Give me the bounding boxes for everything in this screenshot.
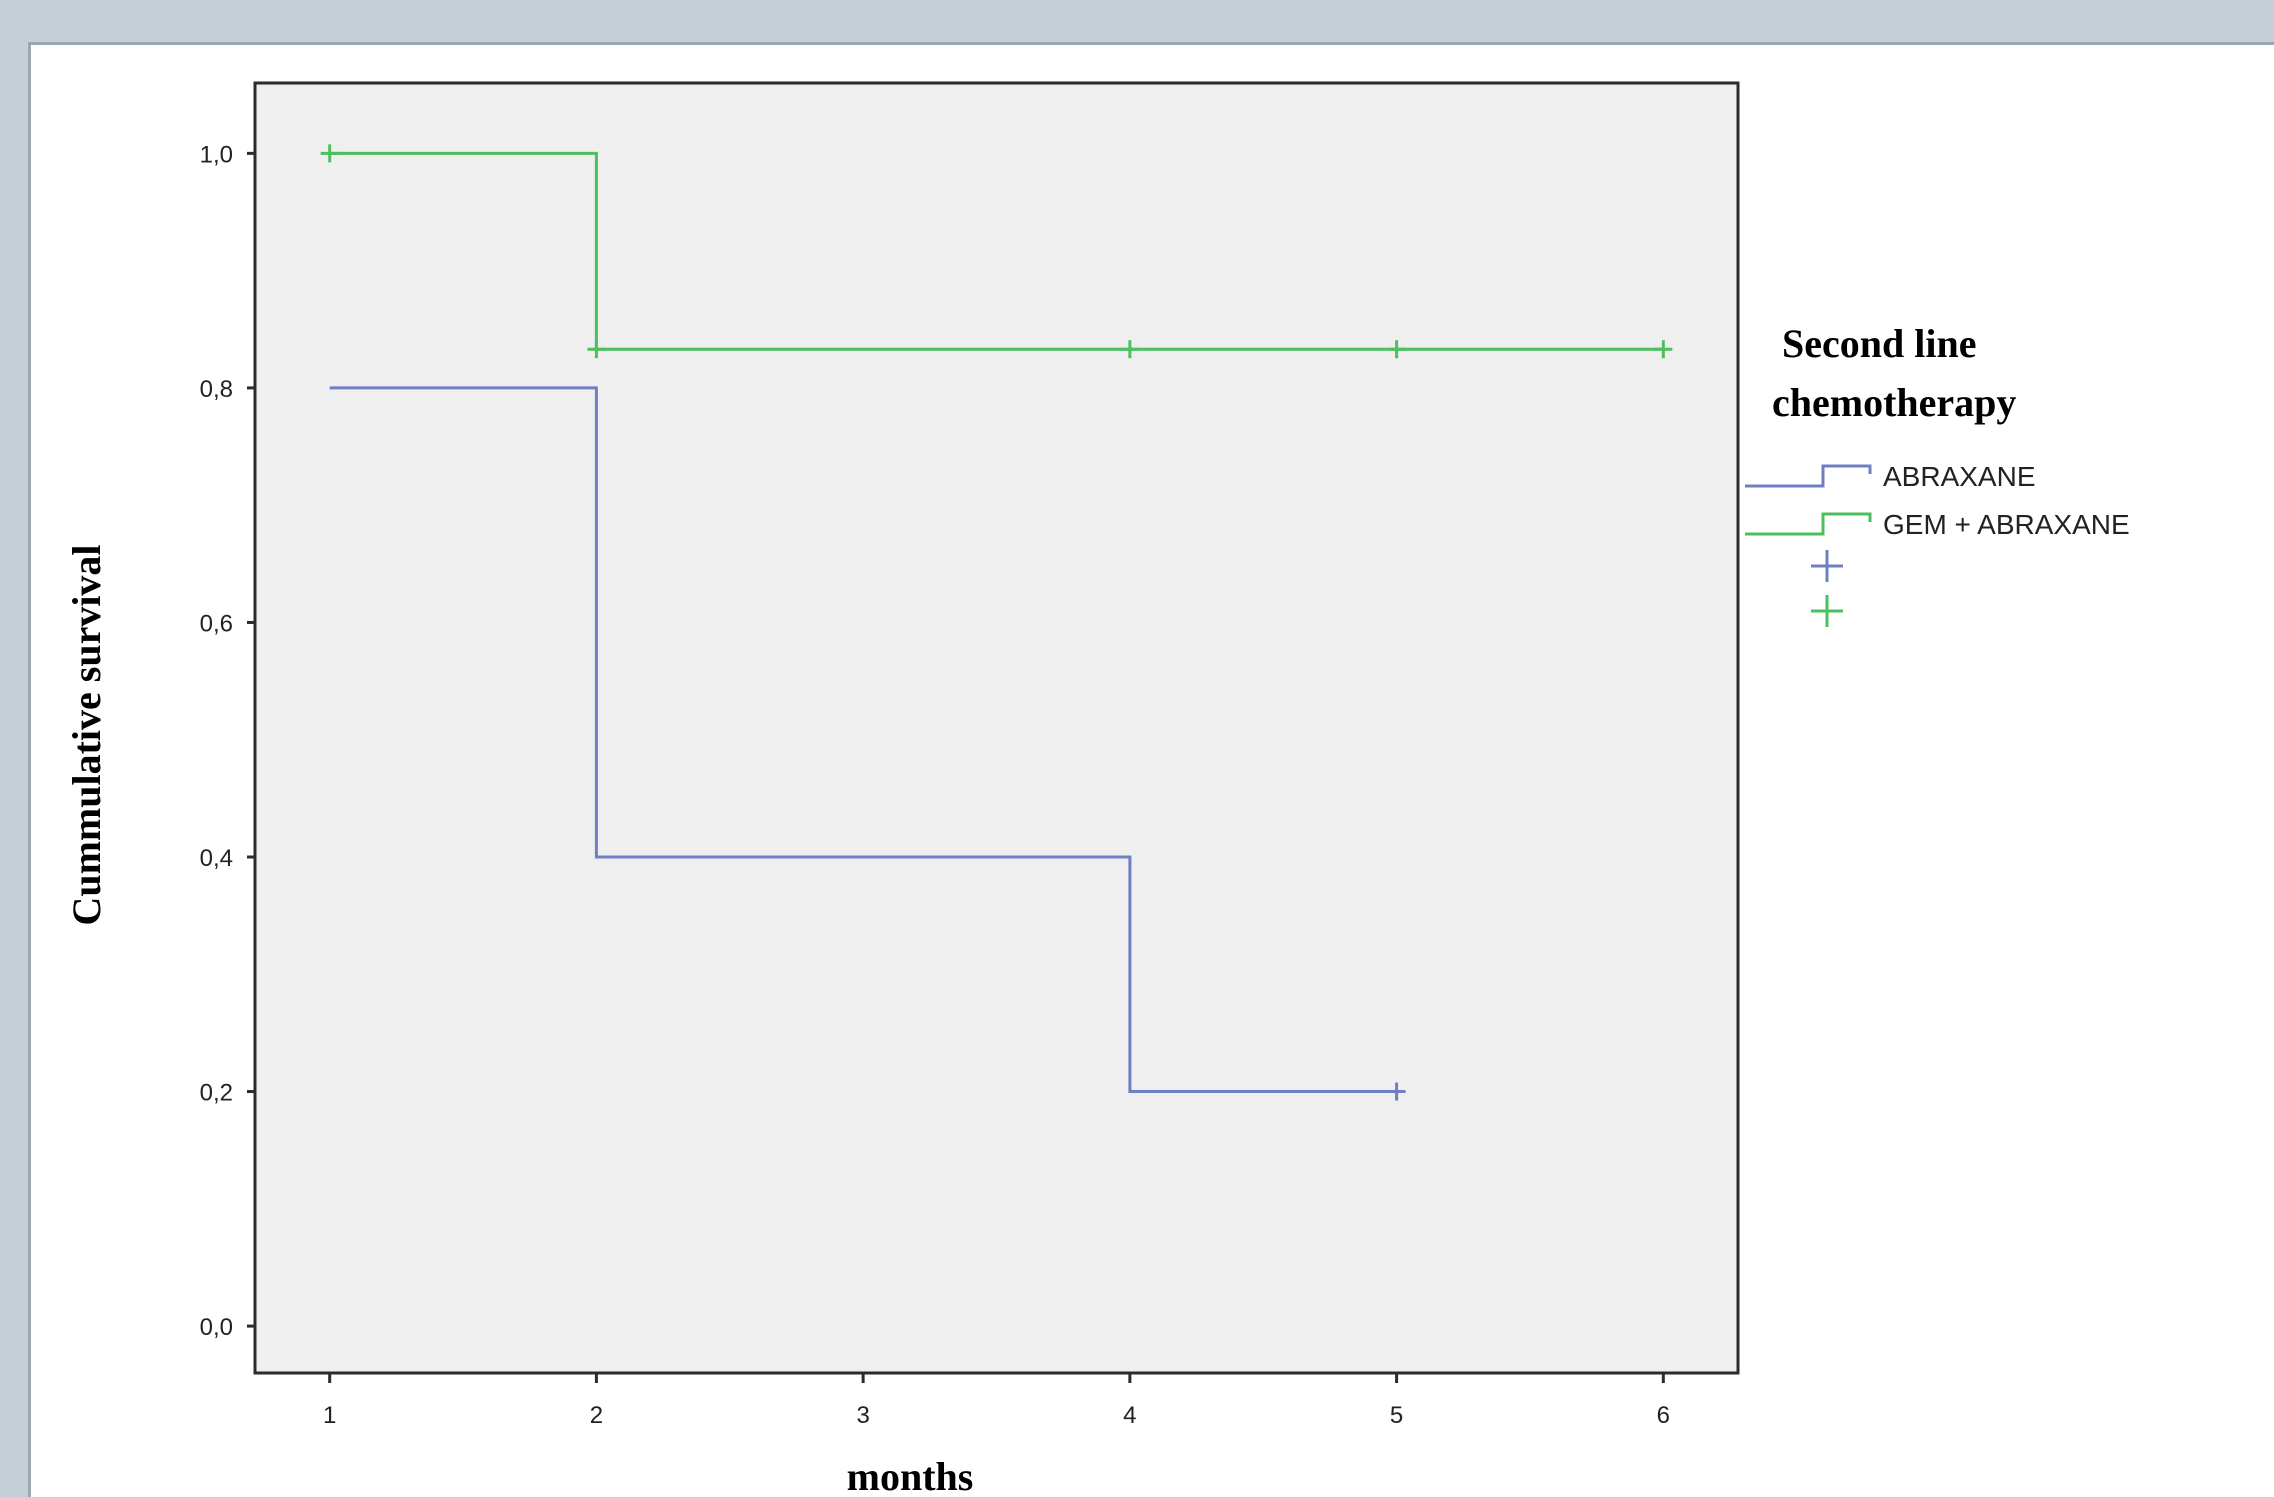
censor-mark	[587, 340, 606, 359]
legend-swatch	[1745, 464, 1872, 488]
y-tick-label: 0,2	[200, 1080, 233, 1107]
x-tick-label: 2	[590, 1402, 603, 1429]
x-tick-label: 4	[1123, 1402, 1136, 1429]
series-layer	[320, 144, 1673, 1101]
x-tick-label: 3	[856, 1402, 869, 1429]
y-tick-label: 0,0	[200, 1314, 233, 1341]
censor-mark	[1387, 340, 1406, 359]
y-tick-label: 0,4	[200, 845, 233, 872]
legend-label: GEM + ABRAXANE	[1883, 509, 2130, 540]
legend-censor-mark	[1811, 550, 1843, 582]
y-axis: 0,0 0,2 0,4 0,6 0,8 1,0	[200, 141, 255, 1341]
censor-mark	[1654, 340, 1673, 359]
legend-item: GEM + ABRAXANE	[1745, 509, 2130, 540]
censor-mark	[1387, 1082, 1406, 1101]
x-axis-title: months	[847, 1454, 974, 1497]
x-tick-label: 5	[1390, 1402, 1403, 1429]
y-tick-label: 0,8	[200, 376, 233, 403]
x-tick-label: 6	[1657, 1402, 1670, 1429]
censor-mark	[1120, 340, 1139, 359]
legend-title-line1: Second line	[1782, 321, 1976, 366]
x-axis: 1 2 3 4 5 6	[323, 1373, 1670, 1429]
legend-label: ABRAXANE	[1883, 461, 2036, 492]
legend: Second line chemotherapy ABRAXANE GEM + A…	[1745, 321, 2130, 627]
censor-mark	[320, 144, 339, 163]
y-tick-label: 0,6	[200, 610, 233, 637]
y-tick-label: 1,0	[200, 141, 233, 168]
legend-swatch	[1745, 512, 1872, 536]
legend-censor-mark	[1811, 595, 1843, 627]
plot-area	[253, 81, 1740, 1375]
series-line-1	[329, 386, 1397, 1093]
x-tick-label: 1	[323, 1402, 336, 1429]
legend-items: ABRAXANE GEM + ABRAXANE	[1745, 461, 2130, 627]
legend-item: ABRAXANE	[1745, 461, 2036, 492]
legend-title-line2: chemotherapy	[1772, 380, 2016, 425]
y-axis-title: Cummulative survival	[64, 544, 109, 925]
